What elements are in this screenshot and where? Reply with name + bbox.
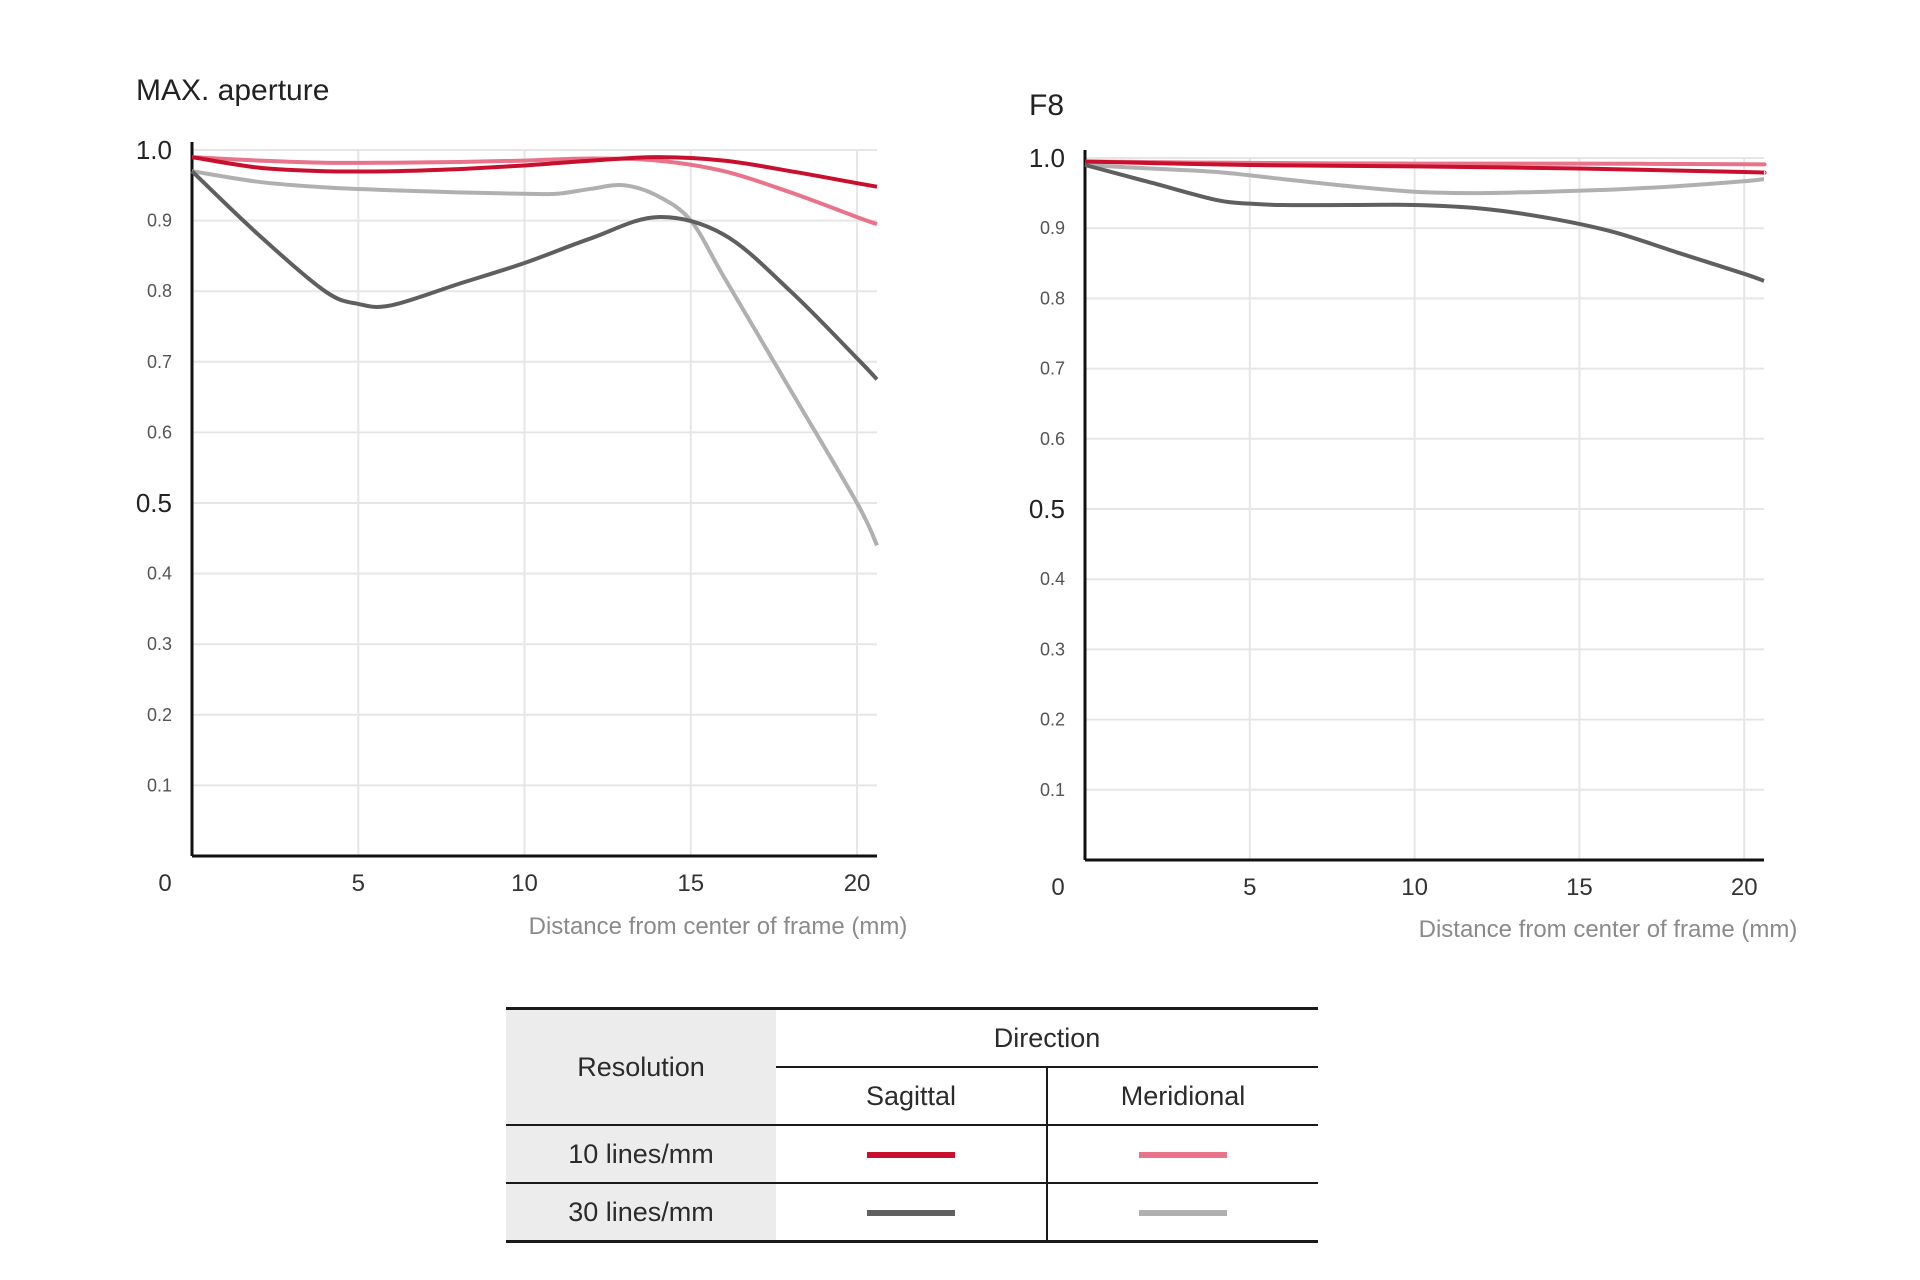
mtf-charts: MAX. aperture 0.1 0.2 0.3 0.4 0.5 0.6 0.7 0.8 0.9… <box>136 74 1798 943</box>
y-tick-label: 0.5 <box>1029 494 1065 524</box>
y-tick-label: 0.7 <box>1040 359 1065 379</box>
y-tick-label: 0.3 <box>147 634 172 654</box>
meridional-header: Meridional <box>1046 1066 1318 1125</box>
legend-row-label: 10 lines/mm <box>506 1124 776 1183</box>
x-tick-label: 10 <box>1401 874 1428 901</box>
y-tick-label: 0.9 <box>147 211 172 231</box>
y-tick-label: 0.7 <box>147 352 172 372</box>
y-tick-label: 0.1 <box>147 775 172 795</box>
series-line <box>191 155 878 226</box>
y-tick-label: 0.9 <box>1040 218 1065 238</box>
swatch-10-meridional <box>1139 1152 1227 1159</box>
y-tick-label: 0.8 <box>1040 288 1065 308</box>
chart-title: MAX. aperture <box>136 74 329 107</box>
chart-max-aperture: MAX. aperture 0.1 0.2 0.3 0.4 0.5 0.6 0.7 0.8 0.9… <box>136 74 908 940</box>
x-tick-label: 15 <box>677 870 704 897</box>
x-tick-label: 0 <box>1051 874 1064 901</box>
x-tick-label: 20 <box>1731 874 1758 901</box>
x-tick-label: 0 <box>158 870 171 897</box>
y-tick-label: 0.6 <box>147 422 172 442</box>
y-tick-label: 1.0 <box>1029 143 1065 173</box>
y-tick-label: 0.6 <box>1040 429 1065 449</box>
y-tick-label: 1.0 <box>136 135 172 165</box>
swatch-30-sagittal <box>867 1210 955 1217</box>
x-tick-label: 5 <box>1243 874 1256 901</box>
y-tick-label: 0.3 <box>1040 639 1065 659</box>
series-line <box>190 169 879 381</box>
chart-title: F8 <box>1029 89 1064 122</box>
legend-row-label: 30 lines/mm <box>506 1182 776 1243</box>
y-tick-label: 0.8 <box>147 281 172 301</box>
y-tick-label: 0.2 <box>147 705 172 725</box>
swatch-30-meridional <box>1139 1210 1227 1217</box>
series-line <box>1084 159 1767 175</box>
x-axis-label: Distance from center of frame (mm) <box>1419 916 1798 943</box>
sagittal-header: Sagittal <box>776 1066 1047 1125</box>
x-tick-label: 5 <box>352 870 365 897</box>
series-line <box>191 155 878 189</box>
x-tick-label: 15 <box>1566 874 1593 901</box>
chart-f8: F8 0.1 0.2 0.3 0.4 0.5 0.6 0.7 0.8 0.9 1.0 0 5 10 15 20… <box>1029 89 1798 943</box>
legend-table: Resolution Direction Sagittal Meridional… <box>506 1007 1318 1243</box>
x-tick-label: 20 <box>844 870 871 897</box>
resolution-header: Resolution <box>506 1007 776 1125</box>
x-tick-label: 10 <box>511 870 538 897</box>
y-tick-label: 0.2 <box>1040 710 1065 730</box>
series-line <box>1084 163 1765 196</box>
y-tick-label: 0.1 <box>1040 780 1065 800</box>
y-tick-label: 0.5 <box>136 488 172 518</box>
x-axis-label: Distance from center of frame (mm) <box>529 913 908 940</box>
swatch-10-sagittal <box>867 1152 955 1159</box>
y-tick-label: 0.4 <box>1040 569 1065 589</box>
series-line <box>191 169 879 547</box>
y-tick-label: 0.4 <box>147 564 172 584</box>
series-line <box>1084 163 1765 283</box>
direction-header: Direction <box>776 1007 1318 1067</box>
